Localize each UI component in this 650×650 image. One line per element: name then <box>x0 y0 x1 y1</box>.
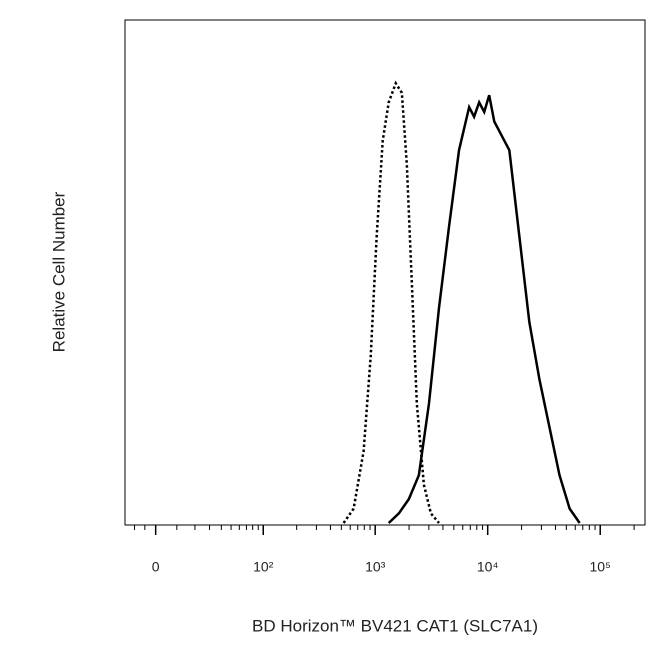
x-axis-label: BD Horizon™ BV421 CAT1 (SLC7A1) <box>252 616 538 635</box>
histogram-line <box>342 80 440 524</box>
x-tick-label: 0 <box>152 559 160 575</box>
plot-frame <box>124 19 646 526</box>
x-tick-label: 10² <box>253 559 274 575</box>
x-tick-label: 10³ <box>365 559 386 575</box>
y-axis-label: Relative Cell Number <box>49 191 68 352</box>
histogram-line <box>387 94 581 524</box>
x-tick-label: 10⁴ <box>477 559 499 575</box>
x-tick-label: 10⁵ <box>590 559 611 575</box>
